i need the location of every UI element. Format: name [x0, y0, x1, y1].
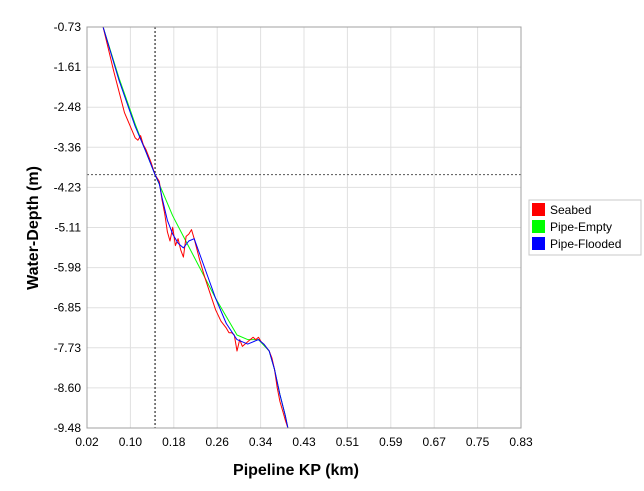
x-tick-label: 0.10 — [119, 435, 143, 449]
y-tick-label: -8.60 — [54, 381, 82, 395]
y-tick-labels: -0.73 -1.61 -2.48 -3.36 -4.23 -5.11 -5.98 -6.85… — [54, 20, 82, 435]
y-tick-label: -6.85 — [54, 301, 82, 315]
y-tick-label: -1.61 — [54, 60, 82, 74]
x-tick-label: 0.18 — [162, 435, 186, 449]
series-line-pipe-flooded — [102, 26, 289, 429]
x-tick-label: 0.34 — [249, 435, 273, 449]
y-tick-label: -7.73 — [54, 341, 82, 355]
legend: Seabed Pipe-Empty Pipe-Flooded — [528, 199, 642, 256]
x-tick-label: 0.51 — [336, 435, 360, 449]
plot-frame — [86, 26, 522, 429]
legend-label: Seabed — [550, 203, 591, 217]
y-tick-label: -0.73 — [54, 20, 82, 34]
x-tick-label: 0.83 — [509, 435, 533, 449]
legend-box — [528, 199, 642, 256]
legend-label: Pipe-Empty — [550, 220, 612, 234]
x-tick-label: 0.75 — [466, 435, 490, 449]
x-tick-label: 0.43 — [292, 435, 316, 449]
y-tick-label: -4.23 — [54, 180, 82, 194]
x-tick-label: 0.02 — [75, 435, 99, 449]
x-tick-labels: 0.02 0.10 0.18 0.26 0.34 0.43 0.51 0.59 0.67 0.75… — [75, 435, 533, 449]
y-tick-label: -5.98 — [54, 261, 82, 275]
series-layer — [102, 26, 289, 429]
y-axis-title: Water-Depth (m) — [25, 166, 42, 290]
x-tick-label: 0.26 — [206, 435, 230, 449]
grid-lines — [87, 27, 521, 428]
y-tick-label: -5.11 — [55, 221, 82, 235]
legend-swatch — [532, 220, 545, 233]
x-tick-label: 0.67 — [423, 435, 447, 449]
y-tick-label: -9.48 — [54, 421, 82, 435]
legend-label: Pipe-Flooded — [550, 237, 621, 251]
legend-swatch — [532, 237, 545, 250]
y-tick-label: -2.48 — [54, 100, 82, 114]
x-axis-title: Pipeline KP (km) — [233, 462, 359, 479]
x-tick-label: 0.59 — [379, 435, 403, 449]
y-tick-label: -3.36 — [54, 140, 82, 154]
legend-swatch — [532, 203, 545, 216]
